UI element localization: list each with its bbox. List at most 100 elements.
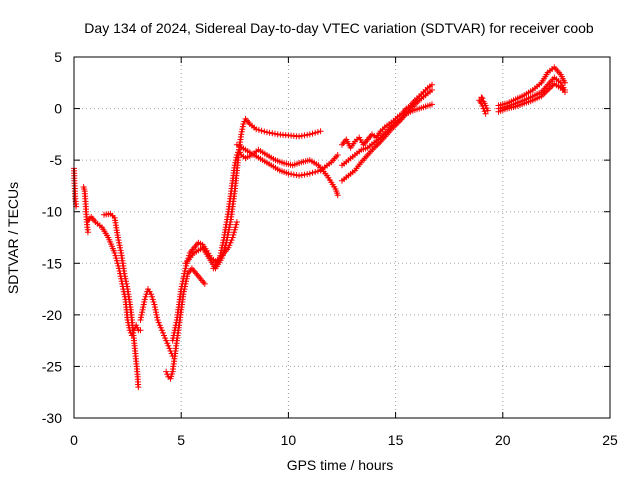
data-point <box>334 152 341 158</box>
data-point <box>482 110 489 117</box>
data-point <box>164 340 171 347</box>
data-point <box>255 127 262 133</box>
data-point <box>484 107 491 114</box>
data-point <box>154 317 161 323</box>
data-point <box>163 337 170 344</box>
data-series <box>495 80 568 115</box>
data-point <box>163 368 170 375</box>
data-point <box>113 257 120 264</box>
y-tick-label: -15 <box>42 255 62 271</box>
data-point <box>151 304 158 311</box>
data-point <box>165 342 172 349</box>
data-series <box>339 101 435 169</box>
data-point <box>111 250 118 256</box>
data-point <box>155 319 162 326</box>
data-point <box>201 280 208 287</box>
data-point <box>158 327 165 334</box>
data-point <box>233 221 240 228</box>
data-point <box>306 170 313 177</box>
data-point <box>309 130 316 137</box>
data-point <box>237 149 244 156</box>
data-series <box>339 81 435 151</box>
data-point <box>429 81 435 88</box>
data-point <box>114 260 121 267</box>
data-series <box>339 87 435 184</box>
data-point <box>230 231 237 238</box>
data-series <box>137 286 176 360</box>
data-point <box>171 329 178 336</box>
data-point <box>239 123 246 130</box>
data-point <box>156 322 163 329</box>
data-point <box>141 299 148 305</box>
data-point <box>220 237 227 244</box>
data-point <box>181 270 188 277</box>
data-point <box>238 131 245 138</box>
data-point <box>232 224 239 231</box>
x-tick-label: 25 <box>602 432 618 448</box>
data-point <box>160 329 166 336</box>
data-point <box>149 296 156 303</box>
y-tick-label: -30 <box>42 410 62 426</box>
data-point <box>218 244 225 251</box>
chart-title: Day 134 of 2024, Sidereal Day-to-day VTE… <box>84 20 594 36</box>
data-point <box>149 293 155 300</box>
data-point <box>117 247 124 254</box>
data-point <box>232 159 239 166</box>
data-point <box>314 168 321 175</box>
x-tick-label: 10 <box>281 432 297 448</box>
data-point <box>142 293 149 300</box>
data-series <box>71 165 80 210</box>
data-series <box>210 146 341 272</box>
x-tick-label: 15 <box>388 432 404 448</box>
data-point <box>253 126 260 133</box>
data-point <box>233 219 240 225</box>
data-series <box>101 210 142 391</box>
data-series <box>476 97 489 117</box>
data-series <box>80 184 91 236</box>
data-point <box>334 192 341 199</box>
data-point <box>166 345 173 352</box>
axis-ticks: 0 5 10 15 20 25 5 0 -5 -10 -15 -20 -25 -30 <box>42 49 618 448</box>
data-point <box>183 262 190 269</box>
data-point <box>217 252 224 259</box>
data-series <box>182 115 324 272</box>
data-series <box>233 141 341 179</box>
y-tick-label: 5 <box>54 49 62 65</box>
data-point <box>479 95 486 102</box>
data-point <box>317 128 324 135</box>
data-point <box>84 229 91 236</box>
x-tick-label: 20 <box>495 432 511 448</box>
data-point <box>478 94 485 101</box>
data-point <box>312 129 319 136</box>
data-point <box>123 280 130 287</box>
data-point <box>161 332 167 339</box>
y-tick-label: -20 <box>42 307 62 323</box>
data-point <box>140 304 147 311</box>
data-point <box>261 128 268 135</box>
data-point <box>482 102 489 109</box>
data-point <box>272 130 278 137</box>
y-tick-label: 0 <box>54 101 62 117</box>
data-point <box>309 169 316 176</box>
data-point <box>429 101 435 108</box>
data-point <box>135 384 142 391</box>
x-tick-label: 0 <box>70 432 78 448</box>
data-point <box>229 234 236 241</box>
data-point <box>258 127 265 134</box>
plot-frame <box>73 56 611 419</box>
data-point <box>141 296 148 303</box>
data-layer <box>71 64 568 391</box>
series-trace <box>498 76 566 110</box>
data-point <box>429 87 435 93</box>
data-series <box>478 94 491 114</box>
data-point <box>148 291 155 298</box>
data-point <box>138 311 145 318</box>
y-tick-label: -5 <box>50 152 63 168</box>
grid <box>74 57 610 418</box>
y-tick-label: -10 <box>42 204 62 220</box>
data-point <box>231 226 238 233</box>
x-axis-label: GPS time / hours <box>287 457 394 473</box>
data-series <box>163 265 208 382</box>
data-point <box>137 327 144 334</box>
